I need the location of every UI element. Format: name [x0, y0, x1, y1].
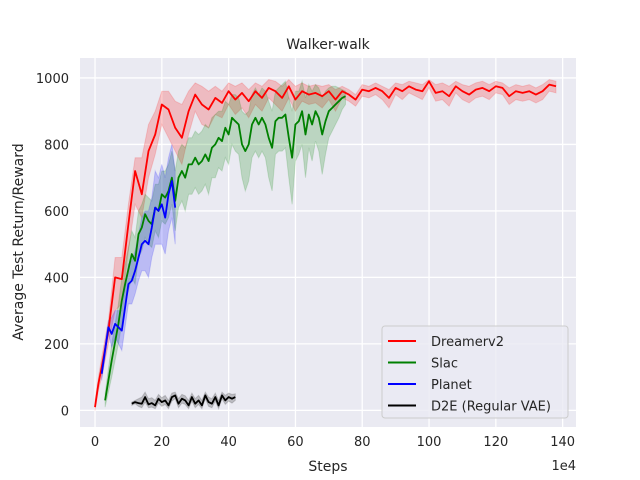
legend-label-d2e-regular-vae: D2E (Regular VAE) — [431, 400, 551, 415]
legend: Dreamerv2 Slac Planet D2E (Regular VAE) — [381, 325, 569, 419]
x-tick-label: 60 — [287, 435, 304, 450]
x-axis-label: Steps — [308, 459, 347, 475]
d2e-regular-vae-line — [131, 394, 236, 407]
x-tick-label: 0 — [91, 435, 99, 450]
slac-band — [104, 79, 346, 408]
planet-band — [101, 144, 176, 381]
y-tick-label: 400 — [44, 271, 69, 286]
x-tick-labels: 0 20 40 60 80 100 120 140 — [91, 435, 575, 450]
x-tick-label: 40 — [220, 435, 237, 450]
y-tick-label: 200 — [44, 338, 69, 353]
dreamerv2-line — [94, 80, 557, 408]
y-tick-labels: 0 200 400 600 800 1000 — [36, 72, 69, 419]
legend-label-slac: Slac — [431, 357, 458, 372]
y-axis-label: Average Test Return/Reward — [11, 143, 27, 340]
x-axis-multiplier: 1e4 — [551, 459, 576, 474]
legend-box — [381, 325, 569, 419]
legend-label-planet: Planet — [431, 378, 472, 393]
y-tick-label: 1000 — [36, 72, 69, 87]
y-tick-label: 800 — [44, 138, 69, 153]
x-tick-label: 80 — [354, 435, 371, 450]
x-tick-label: 100 — [417, 435, 442, 450]
legend-label-dreamerv2: Dreamerv2 — [431, 335, 504, 350]
x-tick-label: 140 — [550, 435, 575, 450]
chart-title: Walker-walk — [286, 37, 370, 53]
series-lines — [94, 80, 557, 408]
dreamerv2-band — [94, 78, 557, 411]
y-tick-label: 0 — [61, 404, 69, 419]
planet-line — [100, 180, 177, 374]
y-tick-label: 600 — [44, 205, 69, 220]
x-tick-label: 20 — [154, 435, 171, 450]
x-tick-label: 120 — [483, 435, 508, 450]
